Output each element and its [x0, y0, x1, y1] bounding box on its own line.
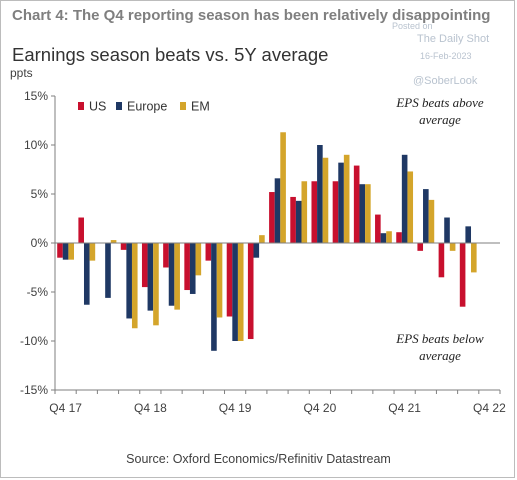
bar-us-q2-20	[269, 192, 275, 243]
x-tick-label: Q4 21	[388, 401, 421, 415]
legend-label-us: US	[89, 100, 106, 114]
y-tick-label: -15%	[20, 383, 48, 397]
bar-europe-q1-22	[423, 189, 429, 243]
y-tick-label: 10%	[24, 138, 48, 152]
bar-em-q1-22	[428, 199, 435, 243]
x-tick-label: Q4 19	[219, 401, 252, 415]
bar-europe-q2-22	[444, 217, 450, 243]
bar-em-q2-18	[110, 240, 117, 243]
bar-em-q2-21	[365, 184, 371, 243]
source-note: Source: Oxford Economics/Refinitiv Datas…	[126, 452, 391, 466]
x-tick-label: Q4 18	[134, 401, 167, 415]
bar-us-q4-19	[226, 243, 233, 317]
bar-us-q1-18	[78, 217, 84, 243]
bar-em-q3-22	[471, 243, 477, 273]
bar-us-q1-21	[332, 181, 339, 243]
bar-em-q1-21	[343, 154, 350, 243]
bar-us-q4-18	[141, 243, 148, 288]
bar-em-q3-21	[386, 231, 392, 243]
watermark-handle: @SoberLook	[413, 75, 478, 87]
bar-em-q1-19	[174, 243, 180, 310]
bar-us-q3-22	[459, 243, 466, 307]
bar-us-q4-17	[57, 243, 63, 258]
bar-us-q1-20	[247, 243, 254, 340]
bar-em-q3-19	[216, 243, 223, 318]
x-tick-label: Q4 22	[473, 401, 506, 415]
bar-europe-q1-19	[168, 243, 175, 306]
bar-europe-q3-18	[126, 243, 132, 319]
legend-swatch-europe	[116, 102, 122, 110]
y-tick-label: 15%	[24, 89, 48, 103]
watermark-date: 16-Feb-2023	[420, 51, 472, 61]
x-tick-label: Q4 17	[49, 401, 82, 415]
bar-europe-q1-20	[253, 243, 260, 258]
bar-us-q3-20	[290, 196, 296, 243]
bar-europe-q4-19	[232, 243, 238, 341]
bar-us-q4-21	[396, 232, 402, 243]
bar-us-q3-18	[120, 243, 127, 250]
bar-europe-q1-21	[338, 162, 344, 243]
annotation-below-line-1: EPS beats below	[395, 331, 484, 346]
bar-em-q4-19	[237, 243, 244, 341]
bar-em-q2-20	[280, 132, 286, 243]
annotations: EPS beats above average EPS beats below ave…	[395, 95, 484, 363]
bar-us-q3-21	[375, 214, 381, 243]
bar-em-q4-21	[407, 171, 414, 243]
watermark-site: The Daily Shot	[417, 33, 490, 45]
legend-swatch-em	[180, 102, 186, 110]
bar-us-q3-19	[205, 243, 212, 261]
bar-em-q4-18	[153, 243, 159, 326]
bar-em-q2-19	[195, 243, 202, 276]
bar-us-q2-22	[438, 243, 445, 278]
y-tick-label: -10%	[20, 334, 48, 348]
watermark-posted: Posted on	[392, 21, 433, 31]
bar-em-q4-20	[322, 157, 329, 243]
bar-europe-q1-18	[83, 243, 90, 305]
bar-europe-q3-22	[465, 226, 472, 243]
bar-em-q3-20	[301, 181, 308, 243]
bar-europe-q3-19	[211, 243, 217, 351]
bar-europe-q4-18	[147, 243, 154, 311]
plot-marks	[57, 132, 477, 351]
bar-europe-q3-20	[295, 200, 302, 243]
bar-us-q1-22	[417, 243, 424, 251]
y-tick-label: 5%	[31, 187, 49, 201]
bar-em-q3-18	[131, 243, 138, 329]
bar-chart: 15% 10% 5% 0% -5% -10% -15%Q4 17 Q4 18 Q4 19 Q4 2…	[10, 66, 506, 415]
bar-em-q2-22	[449, 243, 456, 251]
bar-europe-q4-20	[317, 145, 323, 243]
axes: 15% 10% 5% 0% -5% -10% -15%Q4 17 Q4 18 Q4 19 Q4 2…	[20, 89, 506, 415]
bar-us-q4-20	[311, 181, 318, 243]
bar-europe-q2-18	[105, 243, 111, 298]
annotation-below-line-2: average	[419, 348, 461, 363]
bar-em-q1-18	[89, 243, 96, 261]
bar-us-q2-21	[353, 165, 360, 243]
y-tick-label: 0%	[31, 236, 49, 250]
legend-label-europe: Europe	[127, 100, 167, 114]
x-tick-label: Q4 20	[304, 401, 337, 415]
bar-europe-q2-21	[359, 184, 366, 243]
bar-europe-q3-21	[380, 233, 387, 243]
annotation-above-line-2: average	[419, 112, 461, 127]
legend: US Europe EM	[78, 100, 210, 114]
y-tick-label: -5%	[27, 285, 49, 299]
bar-us-q1-19	[163, 243, 169, 268]
bar-us-q2-19	[184, 243, 190, 291]
legend-label-em: EM	[191, 100, 210, 114]
bar-europe-q2-19	[189, 243, 196, 294]
bar-em-q4-17	[68, 243, 74, 260]
chart-header-title: Chart 4: The Q4 reporting season has bee…	[12, 7, 491, 24]
bar-em-q1-20	[259, 235, 265, 243]
chart-title: Earnings season beats vs. 5Y average	[12, 44, 329, 65]
y-axis-unit-label: ppts	[10, 66, 33, 80]
legend-swatch-us	[78, 102, 84, 110]
bar-europe-q2-20	[274, 178, 281, 243]
bar-europe-q4-21	[401, 154, 408, 243]
annotation-above-line-1: EPS beats above	[395, 95, 484, 110]
bar-europe-q4-17	[62, 243, 69, 260]
